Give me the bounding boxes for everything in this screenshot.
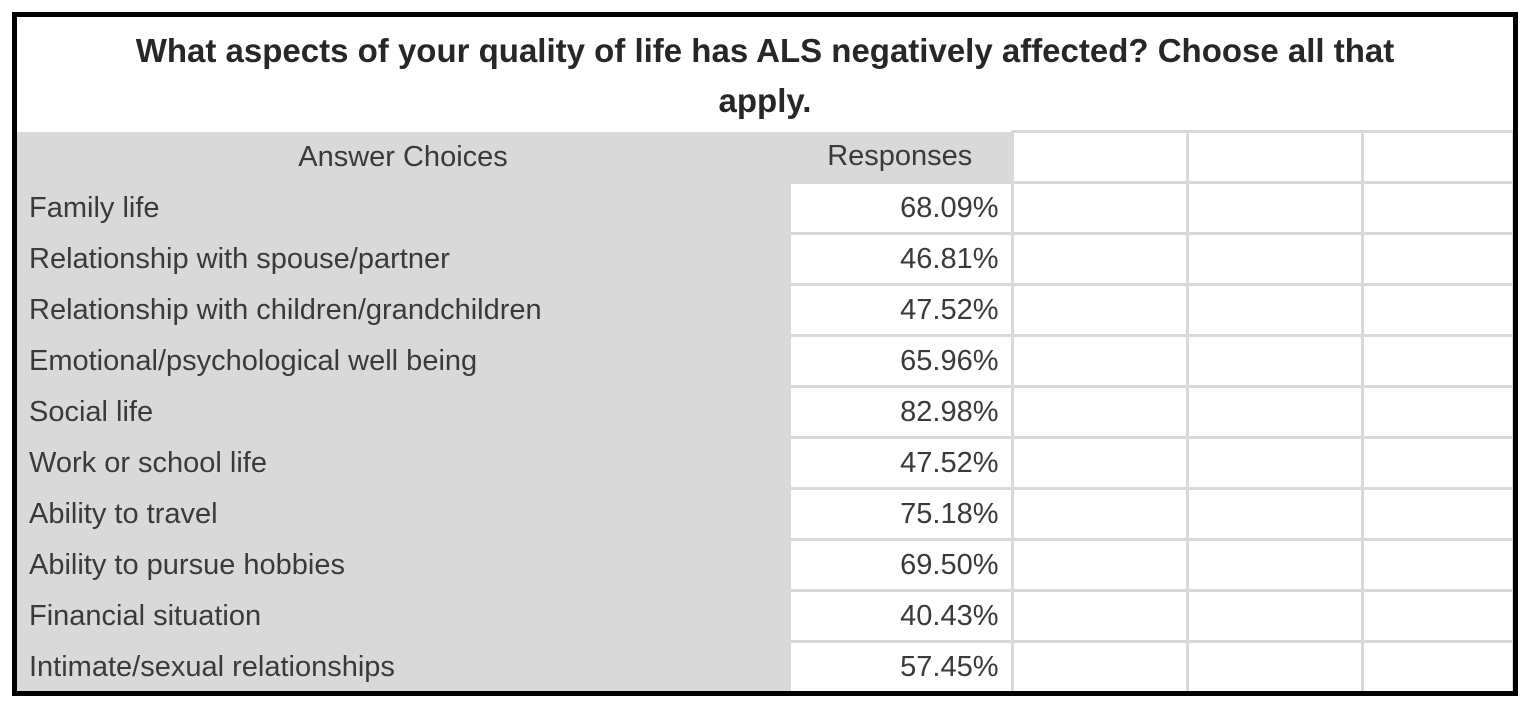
answer-cell[interactable]: Intimate/sexual relationships [17,641,789,691]
empty-cell[interactable] [1185,487,1364,541]
empty-cell[interactable] [1360,538,1513,592]
table-row: Family life 68.09% [17,181,1513,235]
responses-header[interactable]: Responses [789,131,1012,183]
answer-cell[interactable]: Ability to travel [17,488,789,540]
empty-cell[interactable] [1360,436,1513,490]
answer-cell[interactable]: Family life [17,182,789,234]
answer-cell[interactable]: Social life [17,386,789,438]
answer-cell[interactable]: Work or school life [17,437,789,489]
value-cell[interactable]: 69.50% [787,538,1014,592]
empty-cell[interactable] [1185,181,1364,235]
empty-cell[interactable] [1360,589,1513,643]
table-title: What aspects of your quality of life has… [17,17,1513,130]
table-row: Intimate/sexual relationships 57.45% [17,640,1513,691]
empty-cell[interactable] [1010,283,1189,337]
empty-header-cell[interactable] [1010,130,1189,184]
value-cell[interactable]: 57.45% [787,640,1014,691]
answer-cell[interactable]: Relationship with spouse/partner [17,233,789,285]
answer-cell[interactable]: Financial situation [17,590,789,642]
empty-cell[interactable] [1185,640,1364,691]
answer-cell[interactable]: Relationship with children/grandchildren [17,284,789,336]
empty-cell[interactable] [1185,538,1364,592]
empty-cell[interactable] [1360,487,1513,541]
empty-cell[interactable] [1010,385,1189,439]
value-cell[interactable]: 47.52% [787,283,1014,337]
value-cell[interactable]: 65.96% [787,334,1014,388]
answer-choices-header[interactable]: Answer Choices [17,131,789,183]
empty-cell[interactable] [1010,181,1189,235]
empty-cell[interactable] [1185,385,1364,439]
empty-cell[interactable] [1185,283,1364,337]
empty-cell[interactable] [1185,436,1364,490]
empty-cell[interactable] [1360,181,1513,235]
table-frame: What aspects of your quality of life has… [12,12,1518,696]
table-row: Financial situation 40.43% [17,589,1513,643]
value-cell[interactable]: 82.98% [787,385,1014,439]
table-row: Ability to pursue hobbies 69.50% [17,538,1513,592]
table-row: Relationship with children/grandchildren… [17,283,1513,337]
empty-cell[interactable] [1360,283,1513,337]
empty-cell[interactable] [1010,487,1189,541]
survey-results-table: Answer Choices Responses Family life 68.… [17,130,1513,691]
empty-cell[interactable] [1010,640,1189,691]
table-title-line1: What aspects of your quality of life has… [135,31,1395,69]
value-cell[interactable]: 75.18% [787,487,1014,541]
value-cell[interactable]: 46.81% [787,232,1014,286]
empty-cell[interactable] [1010,538,1189,592]
empty-cell[interactable] [1360,232,1513,286]
empty-cell[interactable] [1185,589,1364,643]
answer-cell[interactable]: Ability to pursue hobbies [17,539,789,591]
empty-cell[interactable] [1360,640,1513,691]
empty-cell[interactable] [1360,385,1513,439]
value-cell[interactable]: 40.43% [787,589,1014,643]
value-cell[interactable]: 68.09% [787,181,1014,235]
empty-cell[interactable] [1010,589,1189,643]
empty-cell[interactable] [1010,334,1189,388]
empty-cell[interactable] [1360,334,1513,388]
table-row: Emotional/psychological well being 65.96… [17,334,1513,388]
header-row: Answer Choices Responses [17,130,1513,184]
empty-cell[interactable] [1185,232,1364,286]
empty-cell[interactable] [1185,334,1364,388]
empty-header-cell[interactable] [1185,130,1364,184]
empty-cell[interactable] [1010,232,1189,286]
table-row: Relationship with spouse/partner 46.81% [17,232,1513,286]
table-row: Ability to travel 75.18% [17,487,1513,541]
empty-cell[interactable] [1010,436,1189,490]
answer-cell[interactable]: Emotional/psychological well being [17,335,789,387]
table-row: Social life 82.98% [17,385,1513,439]
empty-header-cell[interactable] [1360,130,1513,184]
value-cell[interactable]: 47.52% [787,436,1014,490]
table-title-line2: apply. [718,81,812,119]
table-row: Work or school life 47.52% [17,436,1513,490]
